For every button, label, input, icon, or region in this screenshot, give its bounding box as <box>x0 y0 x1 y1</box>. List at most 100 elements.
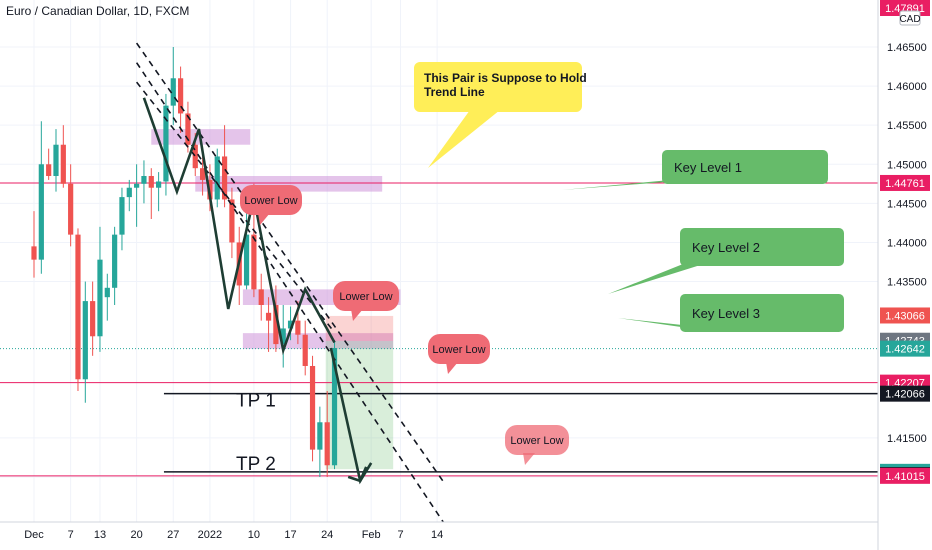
lower-low-bubble-1-tail <box>258 213 270 225</box>
candle-up <box>287 320 294 329</box>
candle-down <box>199 168 206 180</box>
price-tag-box <box>880 385 930 402</box>
key-level-3-callout-box <box>680 294 844 332</box>
candle-up <box>82 301 88 380</box>
candle-down <box>178 78 184 114</box>
price-path <box>142 97 336 356</box>
y-tick-label: 1.44500 <box>887 198 927 210</box>
x-tick-label: 24 <box>321 529 333 541</box>
lower-low-bubble-1-box <box>240 185 302 215</box>
lower-low-bubble-4-text: Lower Low <box>510 435 563 447</box>
x-tick-label: 17 <box>284 529 296 541</box>
candle-down <box>221 156 228 200</box>
trendline <box>135 81 336 333</box>
key-level-2-callout-pointer <box>608 262 710 294</box>
candle-up <box>214 156 220 200</box>
candle-up <box>163 105 169 182</box>
lower-low-bubble-2-tail <box>351 309 363 321</box>
trendline <box>135 62 446 525</box>
lower-low-bubble-2-text: Lower Low <box>339 291 392 303</box>
y-tick-label: 1.45000 <box>887 159 927 171</box>
candle-down <box>251 234 257 290</box>
x-tick-label: Dec <box>24 529 44 541</box>
candle-up <box>156 181 162 188</box>
position-stop-zone <box>325 315 394 341</box>
time-axis-background <box>0 522 932 550</box>
projection-arrowhead <box>347 466 368 483</box>
lower-low-bubble-4-tail <box>523 453 535 465</box>
candle-up <box>126 187 132 198</box>
tp1-label: TP 1 <box>236 391 276 412</box>
y-tick-label: 1.46500 <box>887 42 927 54</box>
candle-up <box>104 287 110 298</box>
trendline <box>135 42 446 484</box>
chart-title: Euro / Canadian Dollar, 1D, FXCM <box>6 4 189 18</box>
x-tick-label: 13 <box>94 529 106 541</box>
candle-up <box>134 183 140 188</box>
tp2-label: TP 2 <box>236 454 276 475</box>
lower-low-bubble-4-box <box>505 425 569 455</box>
candle-down <box>185 113 191 145</box>
currency-badge-text: CAD <box>899 14 920 25</box>
price-tag-box <box>880 340 930 357</box>
x-tick-label: 27 <box>167 529 179 541</box>
key-level-1-callout-pointer <box>562 180 692 190</box>
candle-down <box>46 164 52 176</box>
key-level-1-callout-box <box>662 150 828 184</box>
candle-down <box>302 334 308 366</box>
candle-down <box>265 312 272 321</box>
price-tag-text: 1.43066 <box>885 310 925 322</box>
y-tick-label: 1.44000 <box>887 237 927 249</box>
candle-down <box>309 365 316 450</box>
key-level-1-callout-text: Key Level 1 <box>674 160 742 175</box>
x-tick-label: 7 <box>68 529 74 541</box>
candle-up <box>53 144 59 176</box>
candle-up <box>38 164 44 260</box>
x-tick-label: 2022 <box>198 529 222 541</box>
lower-low-bubble-3-text: Lower Low <box>432 344 485 356</box>
candle-up <box>170 78 176 106</box>
price-tag-text: 1.42642 <box>885 344 925 356</box>
key-level-2-callout-box <box>680 228 844 266</box>
x-tick-label: 20 <box>130 529 142 541</box>
lower-low-bubble-3-tail <box>446 362 458 374</box>
candle-down <box>148 176 154 188</box>
candles <box>31 47 338 477</box>
price-axis-background <box>878 0 932 550</box>
y-tick-label: 1.41500 <box>887 433 927 445</box>
candle-up <box>141 176 147 184</box>
key-level-1-zone <box>195 176 383 192</box>
candle-up <box>317 422 323 450</box>
y-tick-label: 1.46000 <box>887 81 927 93</box>
currency-badge <box>899 10 921 26</box>
annotations: Key Level 1 Key Level 2 Key Level 3 This Pa… <box>236 62 844 475</box>
price-tag-box <box>880 174 930 191</box>
candle-up <box>119 197 125 235</box>
key-level-3-callout-text: Key Level 3 <box>692 306 760 321</box>
candle-down <box>192 144 198 169</box>
candle-up <box>331 348 338 466</box>
price-tag-box <box>880 467 930 484</box>
candle-down <box>31 246 37 260</box>
x-tick-label: 7 <box>397 529 403 541</box>
candle-down <box>295 320 301 335</box>
trendlines <box>135 42 446 525</box>
candle-up <box>243 234 250 286</box>
candle-up <box>280 328 286 345</box>
x-tick-label: 10 <box>248 529 260 541</box>
lower-low-bubble-2-box <box>333 281 399 311</box>
candle-down <box>258 289 264 305</box>
candle-down <box>273 305 279 345</box>
candle-down <box>75 234 81 380</box>
note-pointer <box>428 110 500 168</box>
candle-down <box>90 301 96 337</box>
candle-up <box>112 234 118 288</box>
price-tag-text: 1.42066 <box>885 389 925 401</box>
key-level-2-callout-text: Key Level 2 <box>692 240 760 255</box>
note-text-line: This Pair is Suppose to Hold <box>424 71 587 85</box>
candle-down <box>229 199 235 243</box>
x-tick-label: 14 <box>431 529 443 541</box>
y-tick-label: 1.43500 <box>887 277 927 289</box>
